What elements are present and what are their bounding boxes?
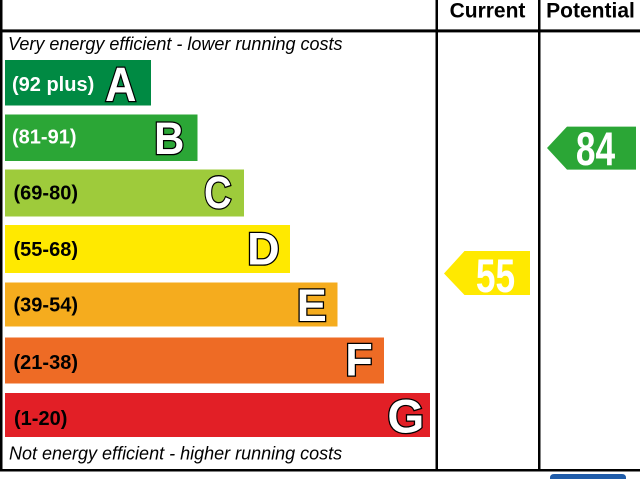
svg-text:(92 plus): (92 plus) [12,74,94,96]
svg-text:Potential: Potential [546,0,635,23]
svg-text:55: 55 [476,249,515,302]
svg-text:(69-80): (69-80) [14,183,78,205]
svg-text:(1-20): (1-20) [14,408,67,430]
svg-text:G: G [387,391,424,444]
svg-text:Current: Current [450,0,526,23]
svg-text:A: A [105,58,136,112]
svg-text:F: F [345,335,373,386]
svg-text:B: B [154,115,184,165]
svg-text:D: D [247,223,280,274]
svg-text:(55-68): (55-68) [14,239,78,261]
svg-text:84: 84 [576,122,615,175]
svg-text:Very energy efficient - lower: Very energy efficient - lower running co… [8,34,343,54]
svg-text:Not energy efficient - higher: Not energy efficient - higher running co… [9,444,342,464]
svg-text:(39-54): (39-54) [14,294,78,316]
svg-text:(81-91): (81-91) [12,127,76,149]
svg-text:C: C [204,167,232,218]
svg-text:E: E [297,280,327,331]
svg-text:(21-38): (21-38) [14,352,78,374]
